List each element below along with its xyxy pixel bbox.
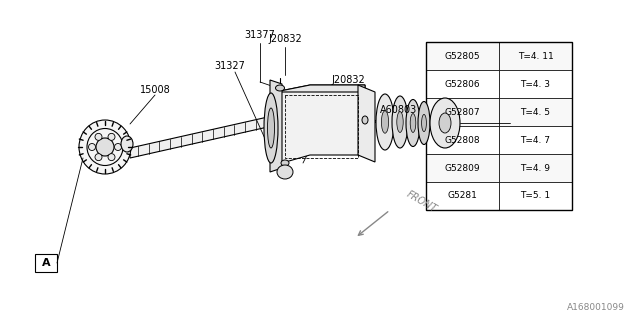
Ellipse shape: [264, 93, 278, 163]
Text: J20832: J20832: [331, 75, 365, 85]
Text: G52806: G52806: [445, 79, 480, 89]
Polygon shape: [275, 85, 365, 92]
Text: 15008: 15008: [140, 85, 170, 95]
FancyBboxPatch shape: [426, 126, 499, 154]
Text: A168001099: A168001099: [567, 303, 625, 312]
Text: G52808: G52808: [445, 135, 480, 145]
Text: T=4. 7: T=4. 7: [520, 135, 550, 145]
Ellipse shape: [410, 114, 416, 132]
FancyBboxPatch shape: [499, 70, 572, 98]
Ellipse shape: [422, 115, 426, 132]
Polygon shape: [358, 85, 375, 162]
Ellipse shape: [87, 129, 123, 165]
Ellipse shape: [79, 120, 131, 174]
Ellipse shape: [418, 101, 430, 145]
Text: 31377: 31377: [244, 30, 275, 40]
Ellipse shape: [406, 100, 420, 147]
FancyBboxPatch shape: [499, 42, 572, 70]
Ellipse shape: [115, 143, 122, 150]
Ellipse shape: [121, 136, 133, 152]
Text: T=5. 1: T=5. 1: [520, 191, 550, 201]
FancyBboxPatch shape: [426, 42, 499, 70]
Polygon shape: [270, 80, 282, 172]
Polygon shape: [275, 85, 365, 165]
FancyBboxPatch shape: [499, 154, 572, 182]
Ellipse shape: [88, 143, 95, 150]
Ellipse shape: [439, 113, 451, 133]
Text: T=4. 5: T=4. 5: [520, 108, 550, 116]
Ellipse shape: [376, 94, 394, 150]
Text: G52809: G52809: [445, 164, 480, 172]
Ellipse shape: [281, 160, 289, 166]
Ellipse shape: [430, 98, 460, 148]
Text: A: A: [42, 258, 51, 268]
Ellipse shape: [108, 154, 115, 161]
Ellipse shape: [381, 111, 388, 133]
Text: G52805: G52805: [445, 52, 480, 60]
FancyBboxPatch shape: [499, 182, 572, 210]
Ellipse shape: [275, 85, 285, 91]
Ellipse shape: [95, 133, 102, 140]
FancyBboxPatch shape: [426, 154, 499, 182]
Ellipse shape: [95, 154, 102, 161]
FancyBboxPatch shape: [499, 126, 572, 154]
Ellipse shape: [392, 96, 408, 148]
Ellipse shape: [268, 108, 275, 148]
Text: A60803: A60803: [380, 105, 417, 115]
Ellipse shape: [108, 133, 115, 140]
Ellipse shape: [362, 116, 368, 124]
Text: T=4. 3: T=4. 3: [520, 79, 550, 89]
Polygon shape: [130, 112, 290, 158]
Text: 31327: 31327: [214, 61, 245, 71]
Ellipse shape: [96, 138, 114, 156]
Text: G5281: G5281: [447, 191, 477, 201]
Text: FRONT: FRONT: [405, 189, 439, 215]
Text: J20832: J20832: [268, 34, 302, 44]
Ellipse shape: [277, 165, 293, 179]
Text: T=4. 11: T=4. 11: [518, 52, 554, 60]
FancyBboxPatch shape: [426, 98, 499, 126]
Ellipse shape: [397, 112, 403, 132]
Text: G52807: G52807: [445, 108, 480, 116]
FancyBboxPatch shape: [426, 70, 499, 98]
FancyBboxPatch shape: [426, 182, 499, 210]
Text: T=4. 9: T=4. 9: [520, 164, 550, 172]
FancyBboxPatch shape: [499, 98, 572, 126]
